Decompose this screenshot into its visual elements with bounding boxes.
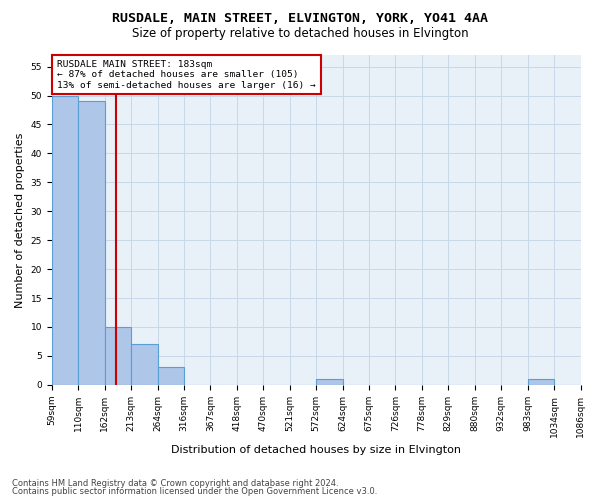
Y-axis label: Number of detached properties: Number of detached properties: [15, 132, 25, 308]
Bar: [78, 102, 104, 385]
Bar: [104, 327, 131, 385]
Bar: [158, 368, 184, 385]
Bar: [316, 379, 343, 385]
Text: Size of property relative to detached houses in Elvington: Size of property relative to detached ho…: [131, 28, 469, 40]
Text: Contains HM Land Registry data © Crown copyright and database right 2024.: Contains HM Land Registry data © Crown c…: [12, 478, 338, 488]
Bar: [527, 379, 554, 385]
Text: Contains public sector information licensed under the Open Government Licence v3: Contains public sector information licen…: [12, 487, 377, 496]
Bar: [52, 96, 78, 385]
X-axis label: Distribution of detached houses by size in Elvington: Distribution of detached houses by size …: [171, 445, 461, 455]
Text: RUSDALE, MAIN STREET, ELVINGTON, YORK, YO41 4AA: RUSDALE, MAIN STREET, ELVINGTON, YORK, Y…: [112, 12, 488, 26]
Bar: [131, 344, 158, 385]
Text: RUSDALE MAIN STREET: 183sqm
← 87% of detached houses are smaller (105)
13% of se: RUSDALE MAIN STREET: 183sqm ← 87% of det…: [57, 60, 316, 90]
